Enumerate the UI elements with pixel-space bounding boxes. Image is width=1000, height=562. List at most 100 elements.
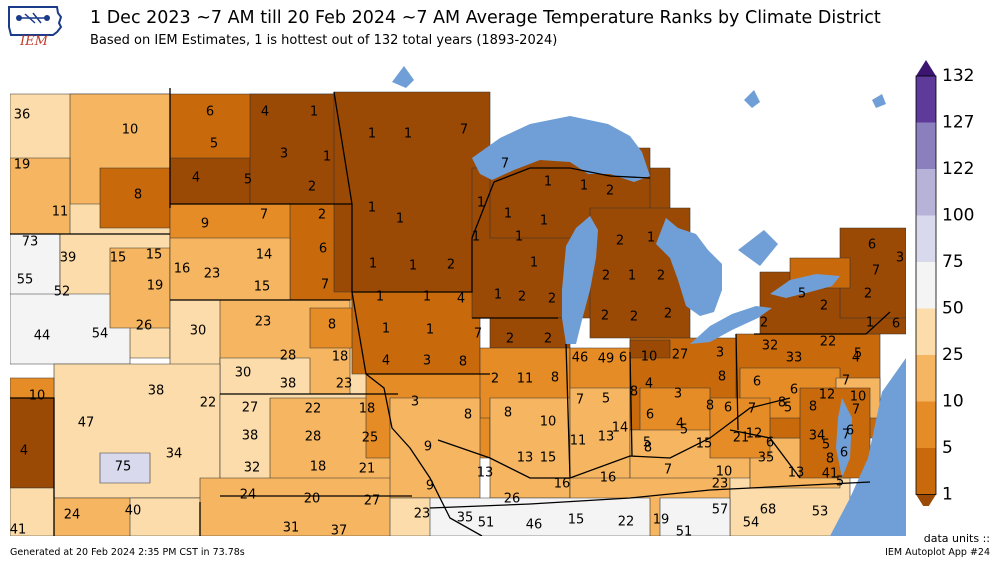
lake-nipigon	[744, 90, 760, 108]
district-rank-label: 1	[396, 212, 404, 227]
colorbar-outline	[915, 75, 937, 495]
district-rank-label: 14	[256, 248, 273, 263]
district-rank-label: 3	[423, 354, 431, 369]
district-rank-label: 8	[809, 400, 817, 415]
district-rank-label: 73	[22, 235, 39, 250]
colorbar-swatch-r100	[916, 215, 936, 262]
district-rank-label: 1	[404, 127, 412, 142]
district-rank-label: 8	[630, 385, 638, 400]
district-rank-label: 22	[618, 515, 635, 530]
district-rank-label: 6	[753, 375, 761, 390]
district-rank-label: 27	[672, 348, 689, 363]
district-rank-label: 12	[819, 388, 836, 403]
lake-huron	[656, 218, 722, 316]
district-rank-label: 19	[653, 513, 670, 528]
district-rank-label: 5	[836, 475, 844, 490]
district-rank-label: 2	[760, 316, 768, 331]
district-rank-label: 23	[414, 507, 431, 522]
district-rank-label: 13	[477, 466, 494, 481]
district-rank-label: 8	[464, 408, 472, 423]
colorbar-swatch-r132	[916, 76, 936, 123]
climate-district-map: 36 10 19 8 11 73 39 15 15 19 55 52 44 54 26 6 4 1 5 3 1 4 5 2 9 7…	[10, 58, 906, 536]
lake-michigan	[562, 216, 598, 344]
district-rank-label: 4	[645, 377, 653, 392]
district-rank-label: 2	[544, 332, 552, 347]
district-rank-label: 30	[190, 324, 207, 339]
data-units-label: data units ::	[923, 532, 990, 545]
district-rank-label: 23	[255, 315, 272, 330]
district-rank-label: 9	[424, 440, 432, 455]
district-rank-label: 21	[733, 431, 750, 446]
district-rank-label: 6	[766, 436, 774, 451]
district-rank-label: 6	[619, 351, 627, 366]
district-rank-label: 10	[540, 415, 557, 430]
colorbar-swatch-r5	[916, 448, 936, 495]
district-rank-label: 1	[368, 201, 376, 216]
district-rank-label: 16	[600, 471, 617, 486]
district-rank-label: 9	[201, 217, 209, 232]
district-rank-label: 46	[526, 518, 543, 533]
district-rank-label: 55	[17, 273, 34, 288]
district-rank-label: 10	[850, 390, 867, 405]
district-rank-label: 5	[822, 438, 830, 453]
district-rank-label: 4	[20, 444, 28, 459]
district-rank-label: 1	[504, 207, 512, 222]
district-rank-label: 38	[242, 429, 259, 444]
district-rank-label: 9	[426, 479, 434, 494]
district-rank-label: 18	[359, 402, 376, 417]
district-rank-label: 10	[641, 350, 658, 365]
district-rank-label: 5	[602, 392, 610, 407]
district-rank-label: 27	[242, 401, 259, 416]
district-rank-label: 4	[852, 351, 860, 366]
district-rank-label: 1	[382, 322, 390, 337]
district-rank-label: 5	[680, 423, 688, 438]
district-rank-label: 26	[136, 319, 153, 334]
district-rank-label: 6	[724, 401, 732, 416]
district-rank-label: 75	[115, 460, 132, 475]
district-rank-label: 16	[554, 477, 571, 492]
colorbar-tick-label: 75	[942, 252, 964, 272]
state-boundaries	[10, 88, 891, 536]
district-rank-label: 8	[706, 399, 714, 414]
app-label: IEM Autoplot App #24	[885, 547, 990, 558]
colorbar-tick-label: 127	[942, 113, 974, 133]
district-rank-label: 44	[34, 329, 51, 344]
district-region-26	[129, 497, 221, 536]
district-rank-label: 51	[478, 516, 495, 531]
district-rank-label: 7	[501, 157, 509, 172]
district-rank-label: 2	[308, 180, 316, 195]
district-rank-label: 36	[14, 108, 31, 123]
district-rank-label: 1	[494, 288, 502, 303]
district-rank-label: 7	[852, 403, 860, 418]
district-rank-label: 24	[64, 508, 81, 523]
district-rank-label: 2	[664, 307, 672, 322]
district-rank-label: 23	[204, 267, 221, 282]
district-rank-label: 5	[210, 137, 218, 152]
il-in-border	[565, 343, 571, 479]
district-rank-label: 4	[192, 171, 200, 186]
district-rank-label: 1	[472, 230, 480, 245]
district-rank-label: 3	[411, 395, 419, 410]
district-rank-label: 6	[846, 424, 854, 439]
district-rank-label: 2	[318, 208, 326, 223]
logo-text: IEM	[19, 34, 49, 49]
district-rank-label: 16	[174, 262, 191, 277]
district-rank-label: 25	[362, 431, 379, 446]
district-rank-label: 2	[506, 332, 514, 347]
district-rank-label: 6	[840, 446, 848, 461]
colorbar-swatch-r75	[916, 262, 936, 309]
district-rank-label: 7	[460, 123, 468, 138]
colorbar-swatches: 132 127 122 100 75 50 25 10 5 1	[915, 60, 974, 511]
district-rank-label: 2	[616, 234, 624, 249]
district-rank-label: 11	[52, 205, 69, 220]
district-rank-label: 54	[92, 327, 109, 342]
district-rank-label: 2	[606, 184, 614, 199]
district-rank-label: 33	[786, 351, 803, 366]
district-rank-label: 26	[504, 492, 521, 507]
colorbar-swatch-r25	[916, 355, 936, 402]
district-rank-label: 7	[842, 428, 850, 443]
district-rank-label: 8	[551, 371, 559, 386]
district-rank-label: 41	[822, 467, 839, 482]
district-rank-label: 1	[866, 316, 874, 331]
district-rank-label: 2	[864, 287, 872, 302]
